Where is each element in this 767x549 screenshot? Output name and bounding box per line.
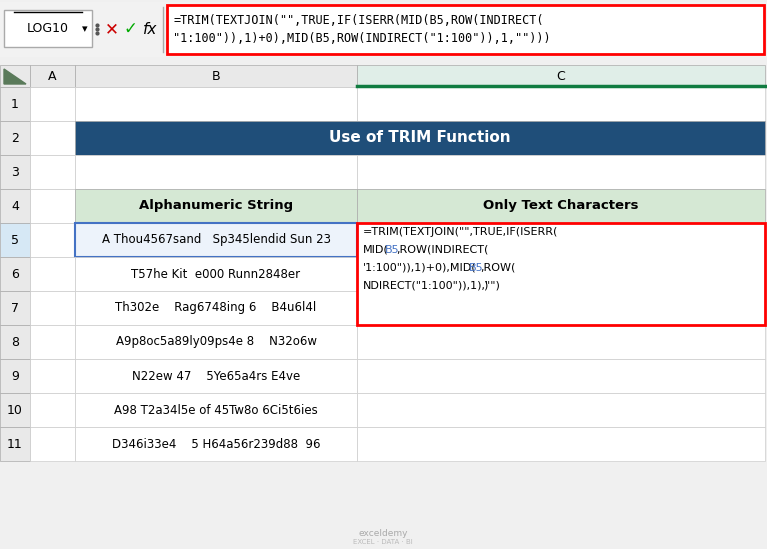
FancyBboxPatch shape [75,155,357,189]
Text: 4: 4 [11,199,19,212]
FancyBboxPatch shape [357,359,765,393]
FancyBboxPatch shape [30,393,75,427]
FancyBboxPatch shape [357,87,765,121]
Text: NDIRECT("1:100")),1),""): NDIRECT("1:100")),1),"") [363,281,501,291]
Text: 6: 6 [11,267,19,281]
Text: N22ew 47    5Ye65a4rs E4ve: N22ew 47 5Ye65a4rs E4ve [132,369,300,383]
FancyBboxPatch shape [75,87,357,121]
Text: T57he Kit  e000 Runn2848er: T57he Kit e000 Runn2848er [131,267,301,281]
FancyBboxPatch shape [75,65,357,87]
FancyBboxPatch shape [4,10,92,47]
FancyBboxPatch shape [30,291,75,325]
Text: D346i33e4    5 H64a56r239d88  96: D346i33e4 5 H64a56r239d88 96 [112,438,321,451]
FancyBboxPatch shape [0,325,30,359]
Text: A98 T2a34l5e of 45Tw8o 6Ci5t6ies: A98 T2a34l5e of 45Tw8o 6Ci5t6ies [114,404,318,417]
Text: ,ROW(INDIRECT(: ,ROW(INDIRECT( [396,245,489,255]
FancyBboxPatch shape [30,121,75,155]
Text: A: A [48,70,56,82]
Text: ✓: ✓ [123,20,137,38]
Text: "1:100")),1)+0),MID(B5,ROW(INDIRECT("1:100")),1,""))): "1:100")),1)+0),MID(B5,ROW(INDIRECT("1:1… [173,31,551,44]
FancyBboxPatch shape [0,121,30,155]
Text: LOG10: LOG10 [27,23,69,36]
FancyBboxPatch shape [30,189,75,223]
Text: 8: 8 [11,335,19,349]
FancyBboxPatch shape [357,325,765,359]
FancyBboxPatch shape [0,393,30,427]
FancyBboxPatch shape [0,223,30,257]
FancyBboxPatch shape [357,155,765,189]
Text: fx: fx [143,21,157,36]
FancyBboxPatch shape [75,393,357,427]
FancyBboxPatch shape [357,223,765,325]
FancyBboxPatch shape [0,257,30,291]
Text: ▾: ▾ [82,24,87,34]
Text: C: C [557,70,565,82]
Text: EXCEL · DATA · BI: EXCEL · DATA · BI [353,539,413,545]
FancyBboxPatch shape [30,257,75,291]
Text: '1:100")),1)+0),MID(: '1:100")),1)+0),MID( [363,263,476,273]
FancyBboxPatch shape [75,223,357,257]
Text: B5: B5 [469,263,484,273]
Text: 2: 2 [11,132,19,144]
Text: Use of TRIM Function: Use of TRIM Function [329,131,511,145]
FancyBboxPatch shape [30,359,75,393]
Polygon shape [4,69,26,84]
Text: exceldemy: exceldemy [358,529,408,537]
Text: 11: 11 [7,438,23,451]
FancyBboxPatch shape [0,291,30,325]
Text: Alphanumeric String: Alphanumeric String [139,199,293,212]
Text: 10: 10 [7,404,23,417]
FancyBboxPatch shape [167,5,764,54]
Text: 1: 1 [11,98,19,110]
FancyBboxPatch shape [0,427,30,461]
FancyBboxPatch shape [0,2,767,57]
Text: B5: B5 [385,245,400,255]
FancyBboxPatch shape [30,223,75,257]
Text: =TRIM(TEXTJOIN("",TRUE,IF(ISERR(: =TRIM(TEXTJOIN("",TRUE,IF(ISERR( [363,227,558,237]
FancyBboxPatch shape [357,393,765,427]
FancyBboxPatch shape [75,359,357,393]
FancyBboxPatch shape [357,427,765,461]
FancyBboxPatch shape [30,325,75,359]
Text: A9p8oc5a89ly09ps4e 8    N32o6w: A9p8oc5a89ly09ps4e 8 N32o6w [116,335,317,349]
Text: ): ) [483,281,487,291]
Text: 5: 5 [11,233,19,247]
FancyBboxPatch shape [30,87,75,121]
FancyBboxPatch shape [0,359,30,393]
FancyBboxPatch shape [30,65,75,87]
Text: 3: 3 [11,165,19,178]
FancyBboxPatch shape [75,257,357,291]
Text: ,ROW(: ,ROW( [480,263,515,273]
FancyBboxPatch shape [30,155,75,189]
FancyBboxPatch shape [75,189,357,223]
FancyBboxPatch shape [30,427,75,461]
Text: MID(: MID( [363,245,389,255]
Text: 7: 7 [11,301,19,315]
FancyBboxPatch shape [357,189,765,223]
FancyBboxPatch shape [357,291,765,325]
Text: B: B [212,70,220,82]
FancyBboxPatch shape [75,121,765,155]
Text: 9: 9 [11,369,19,383]
FancyBboxPatch shape [0,87,30,121]
FancyBboxPatch shape [0,65,30,87]
Text: Th302e    Rag6748ing 6    B4u6l4l: Th302e Rag6748ing 6 B4u6l4l [115,301,317,315]
Text: Only Text Characters: Only Text Characters [483,199,639,212]
FancyBboxPatch shape [357,257,765,291]
FancyBboxPatch shape [75,291,357,325]
FancyBboxPatch shape [75,325,357,359]
FancyBboxPatch shape [0,155,30,189]
FancyBboxPatch shape [0,189,30,223]
Text: A Thou4567sand   Sp345lendid Sun 23: A Thou4567sand Sp345lendid Sun 23 [101,233,331,247]
FancyBboxPatch shape [75,427,357,461]
Text: =TRIM(TEXTJOIN("",TRUE,IF(ISERR(MID(B5,ROW(INDIRECT(: =TRIM(TEXTJOIN("",TRUE,IF(ISERR(MID(B5,R… [173,14,544,26]
Text: ✕: ✕ [105,20,119,38]
FancyBboxPatch shape [357,65,765,87]
